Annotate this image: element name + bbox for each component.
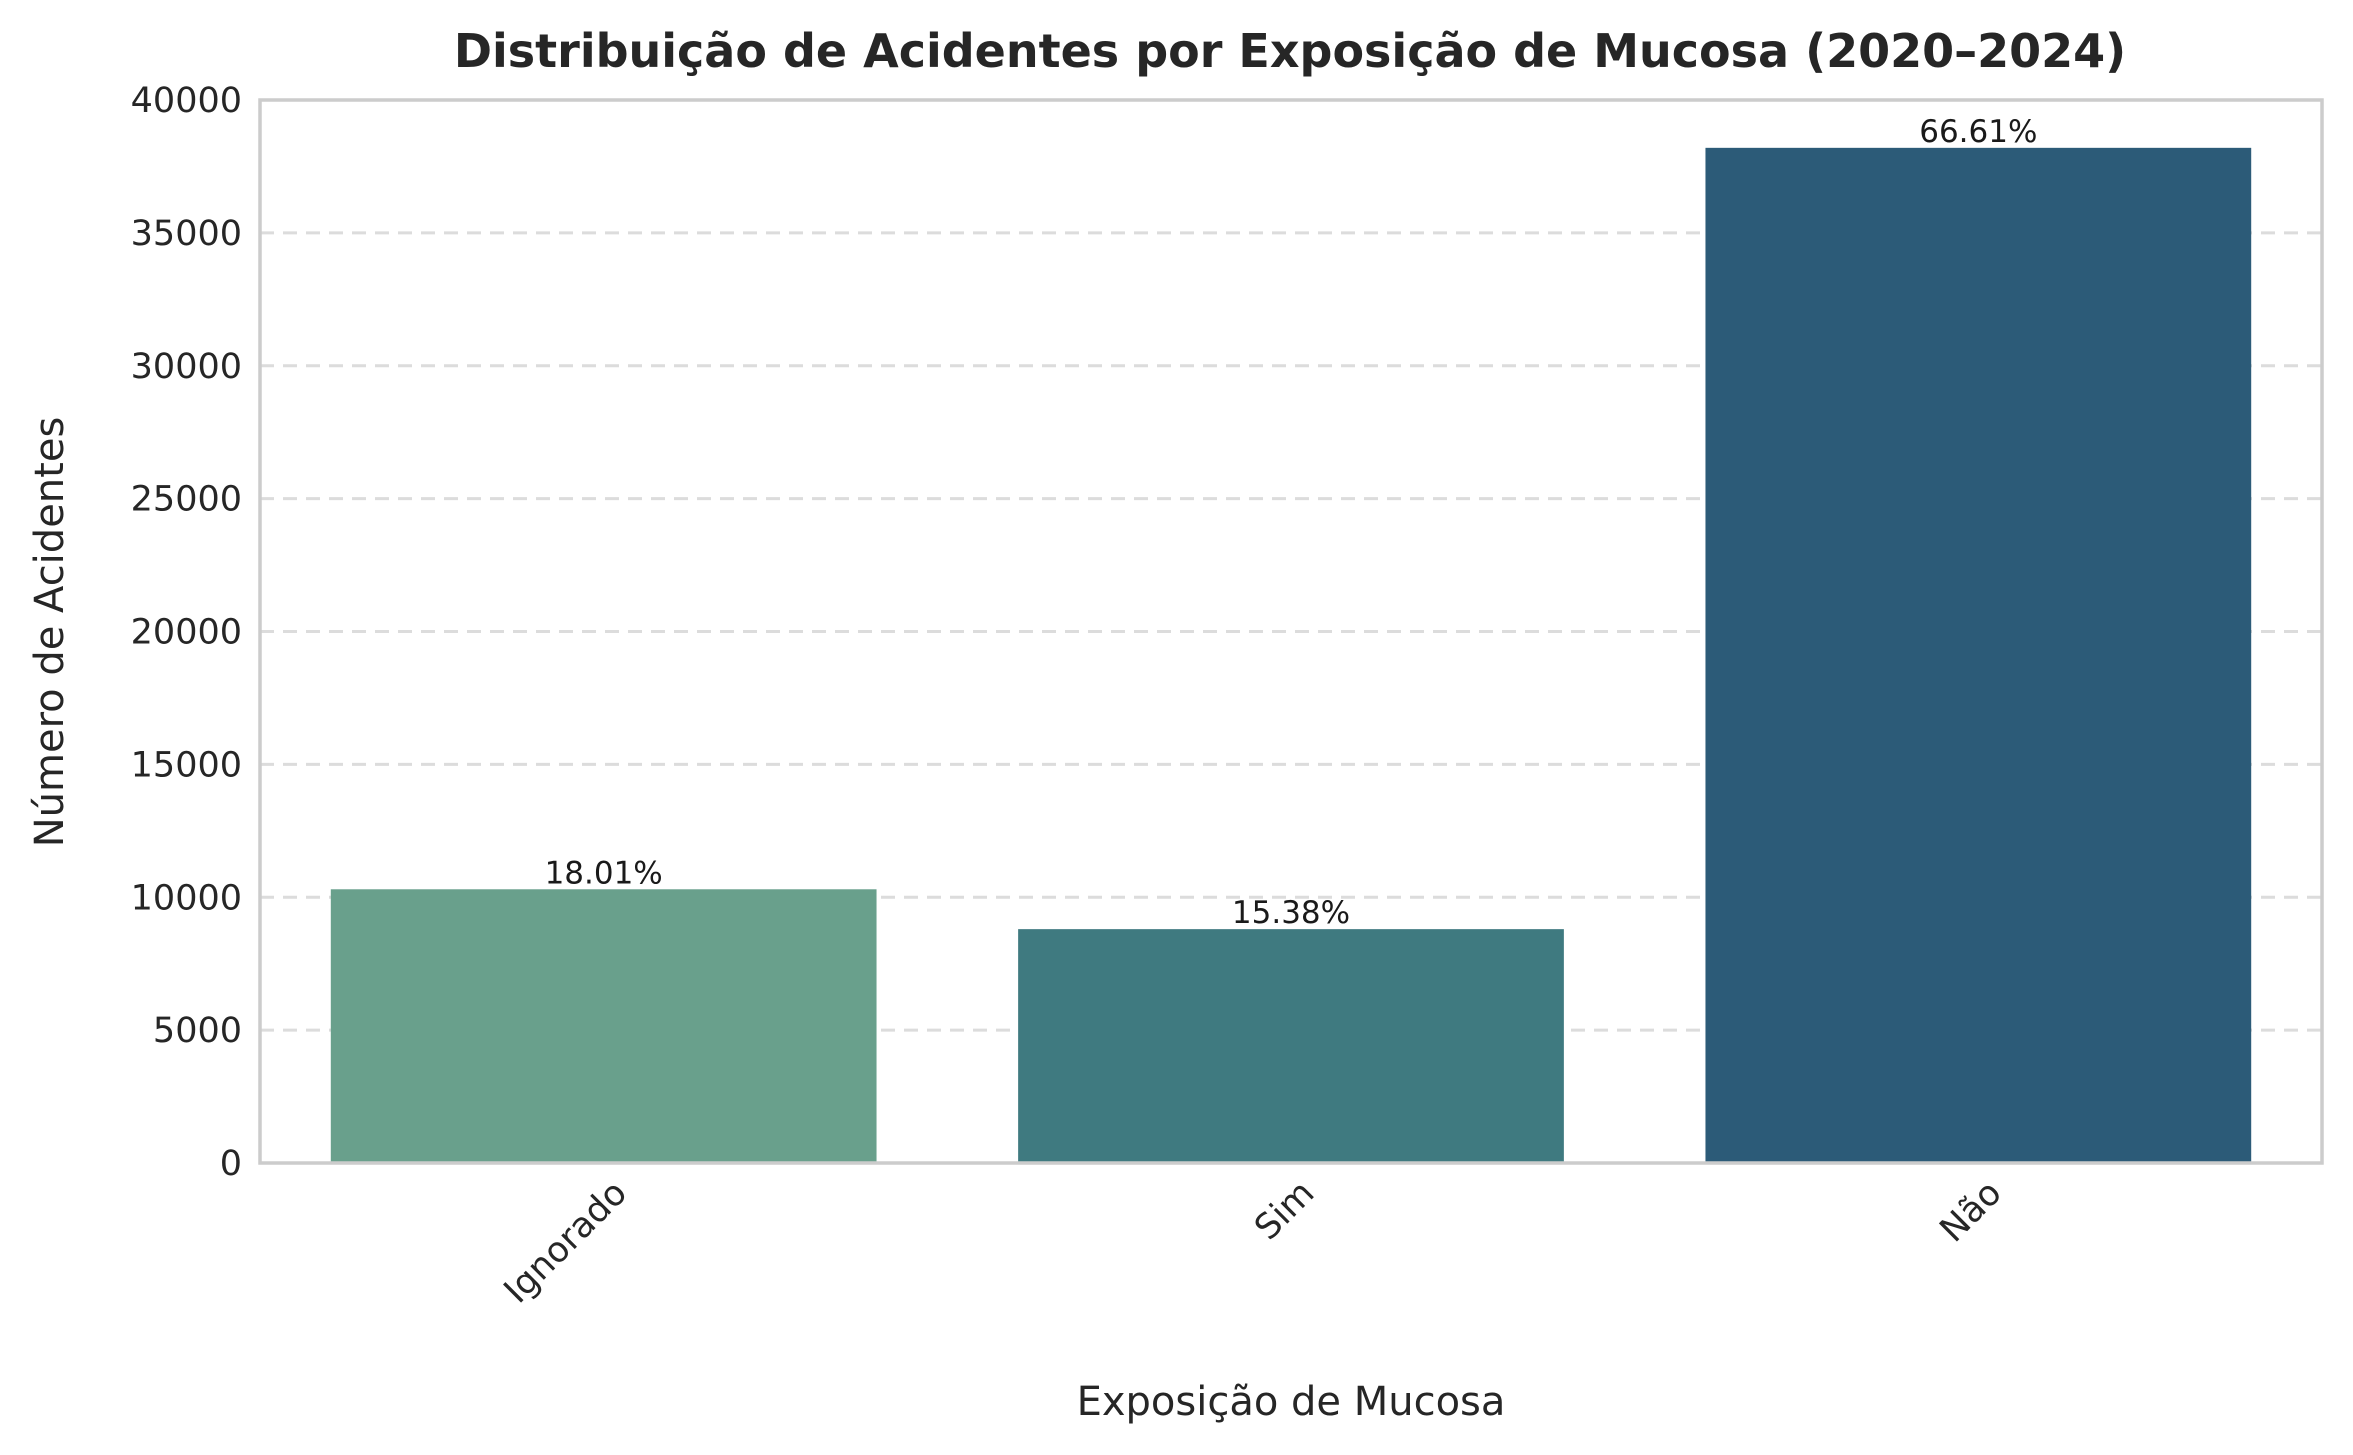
bar-nao <box>1705 147 2252 1163</box>
chart-title: Distribuição de Acidentes por Exposição … <box>454 24 2126 78</box>
bar-data-label: 15.38% <box>1232 895 1350 931</box>
y-tick-label: 5000 <box>153 1011 242 1051</box>
bar-data-label: 66.61% <box>1919 114 2037 150</box>
y-axis-ticks: 0 5000 10000 15000 20000 25000 30000 35000 40000 <box>131 81 242 1184</box>
bar-data-label: 18.01% <box>545 855 663 891</box>
y-tick-label: 10000 <box>131 878 242 918</box>
y-tick-label: 30000 <box>131 347 242 387</box>
x-tick-label: Sim <box>1247 1173 1322 1248</box>
bar-ignorado <box>330 889 877 1163</box>
y-tick-label: 0 <box>220 1144 242 1184</box>
x-axis-label: Exposição de Mucosa <box>1077 1379 1506 1425</box>
y-tick-label: 40000 <box>131 81 242 121</box>
y-tick-label: 20000 <box>131 613 242 653</box>
plot-frame <box>258 98 2324 1165</box>
x-axis-ticks: Ignorado Sim Não <box>497 1173 2010 1311</box>
x-tick-label: Ignorado <box>497 1173 635 1311</box>
y-axis-label: Número de Acidentes <box>27 417 73 848</box>
y-tick-label: 15000 <box>131 745 242 785</box>
x-tick-label: Não <box>1933 1173 2010 1250</box>
y-tick-label: 25000 <box>131 480 242 520</box>
bars <box>330 147 2252 1163</box>
y-tick-label: 35000 <box>131 214 242 254</box>
data-labels: 18.01% 15.38% 66.61% <box>545 114 2038 931</box>
bar-sim <box>1018 929 1564 1163</box>
